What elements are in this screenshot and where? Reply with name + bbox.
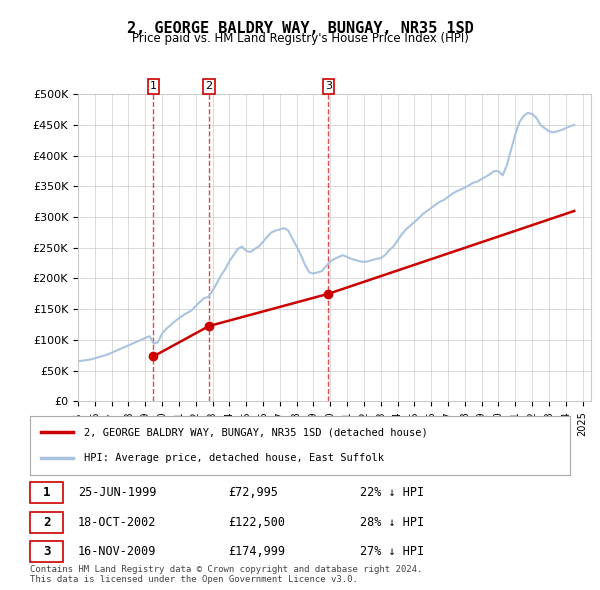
Text: 2, GEORGE BALDRY WAY, BUNGAY, NR35 1SD: 2, GEORGE BALDRY WAY, BUNGAY, NR35 1SD: [127, 21, 473, 35]
Text: 3: 3: [325, 81, 332, 91]
Text: 18-OCT-2002: 18-OCT-2002: [78, 516, 157, 529]
Text: 25-JUN-1999: 25-JUN-1999: [78, 486, 157, 499]
Text: £72,995: £72,995: [228, 486, 278, 499]
Text: 3: 3: [43, 545, 50, 558]
Text: Contains HM Land Registry data © Crown copyright and database right 2024.
This d: Contains HM Land Registry data © Crown c…: [30, 565, 422, 584]
Text: HPI: Average price, detached house, East Suffolk: HPI: Average price, detached house, East…: [84, 454, 384, 463]
Text: 16-NOV-2009: 16-NOV-2009: [78, 545, 157, 558]
Text: 1: 1: [150, 81, 157, 91]
Text: 27% ↓ HPI: 27% ↓ HPI: [360, 545, 424, 558]
Text: 22% ↓ HPI: 22% ↓ HPI: [360, 486, 424, 499]
Text: Price paid vs. HM Land Registry's House Price Index (HPI): Price paid vs. HM Land Registry's House …: [131, 32, 469, 45]
Text: £174,999: £174,999: [228, 545, 285, 558]
Text: 1: 1: [43, 486, 50, 499]
Text: 2, GEORGE BALDRY WAY, BUNGAY, NR35 1SD (detached house): 2, GEORGE BALDRY WAY, BUNGAY, NR35 1SD (…: [84, 428, 428, 437]
Text: 28% ↓ HPI: 28% ↓ HPI: [360, 516, 424, 529]
Text: 2: 2: [205, 81, 212, 91]
Text: 2: 2: [43, 516, 50, 529]
Text: £122,500: £122,500: [228, 516, 285, 529]
